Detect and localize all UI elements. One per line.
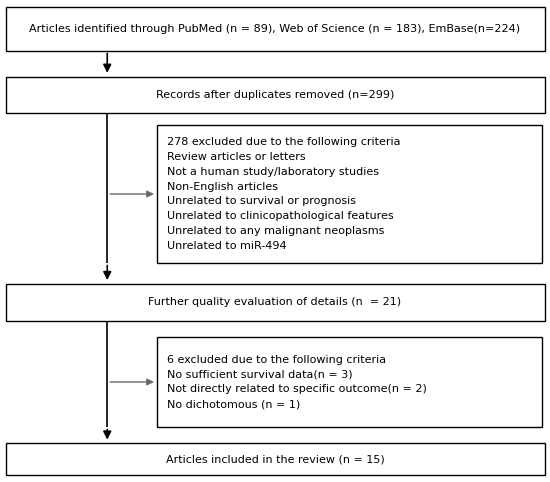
- Text: Records after duplicates removed (n=299): Records after duplicates removed (n=299): [156, 90, 394, 100]
- Text: Further quality evaluation of details (n  = 21): Further quality evaluation of details (n…: [148, 297, 402, 308]
- Text: 278 excluded due to the following criteria
Review articles or letters
Not a huma: 278 excluded due to the following criter…: [167, 137, 400, 251]
- FancyBboxPatch shape: [157, 337, 542, 427]
- FancyBboxPatch shape: [6, 77, 544, 113]
- FancyBboxPatch shape: [157, 125, 542, 263]
- Text: Articles included in the review (n = 15): Articles included in the review (n = 15): [166, 454, 384, 464]
- FancyBboxPatch shape: [6, 443, 544, 475]
- Text: 6 excluded due to the following criteria
No sufficient survival data(n = 3)
Not : 6 excluded due to the following criteria…: [167, 355, 427, 409]
- FancyBboxPatch shape: [6, 284, 544, 321]
- Text: Articles identified through PubMed (n = 89), Web of Science (n = 183), EmBase(n=: Articles identified through PubMed (n = …: [30, 24, 520, 34]
- FancyBboxPatch shape: [6, 7, 544, 51]
